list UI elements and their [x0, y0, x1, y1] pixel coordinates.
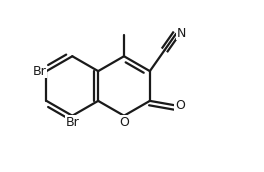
- Text: Br: Br: [65, 116, 79, 129]
- Text: O: O: [175, 99, 185, 112]
- Text: N: N: [176, 27, 186, 40]
- Text: O: O: [119, 116, 129, 129]
- Text: Br: Br: [33, 65, 46, 78]
